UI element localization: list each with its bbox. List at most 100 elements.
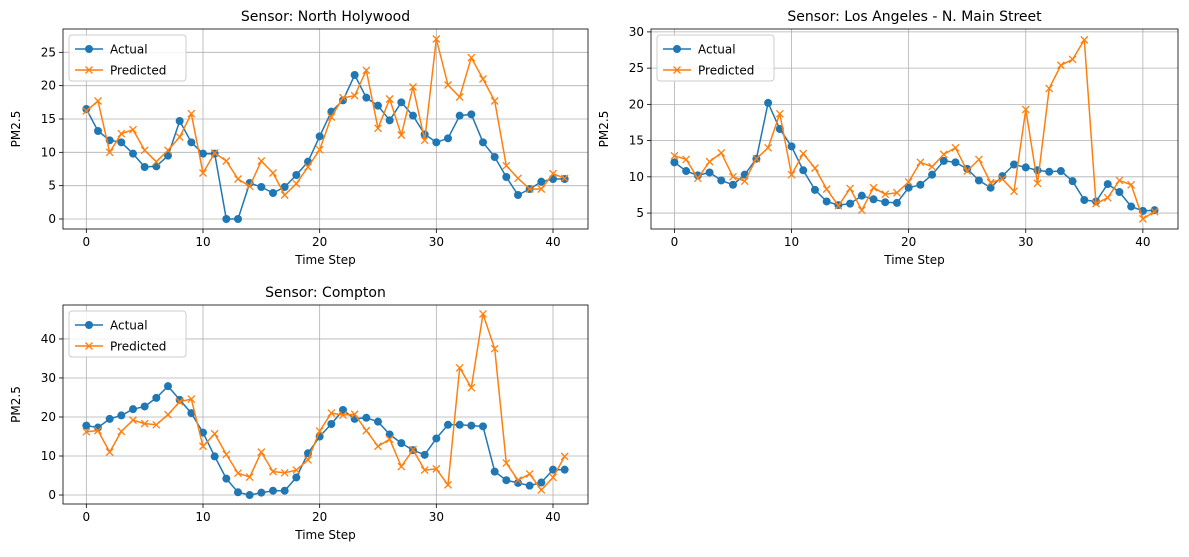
legend-label-actual: Actual (698, 43, 736, 57)
data-point-predicted (374, 124, 382, 133)
data-point-predicted (432, 35, 441, 43)
data-point-predicted (467, 53, 476, 62)
series-line-actual (86, 385, 565, 496)
data-point-actual (444, 420, 452, 429)
data-point-predicted (199, 442, 207, 451)
y-tick-label: 20 (629, 97, 644, 111)
data-point-actual (728, 180, 737, 189)
data-point-predicted (210, 149, 219, 157)
data-point-predicted (455, 363, 464, 372)
data-point-actual (787, 142, 796, 151)
data-point-actual (140, 163, 149, 171)
data-point-actual (292, 473, 301, 482)
data-point-actual (222, 474, 231, 483)
data-point-predicted (409, 83, 417, 91)
x-tick-label: 30 (429, 235, 444, 249)
data-point-actual (1080, 196, 1089, 205)
data-point-actual (82, 105, 91, 113)
data-point-actual (164, 151, 172, 160)
data-point-actual (455, 420, 464, 429)
data-point-predicted (846, 184, 855, 193)
data-point-actual (951, 158, 960, 167)
chart-title: Sensor: Compton (265, 285, 386, 301)
data-point-predicted (397, 131, 406, 139)
data-point-predicted (269, 467, 277, 476)
data-point-actual (998, 172, 1007, 181)
data-point-predicted (1056, 61, 1065, 70)
data-point-actual (327, 420, 336, 429)
data-point-predicted (549, 169, 557, 178)
data-point-predicted (787, 170, 796, 179)
data-point-predicted (490, 344, 499, 353)
data-point-actual (140, 402, 149, 411)
data-point-actual (397, 439, 406, 448)
data-point-actual (397, 98, 406, 107)
x-tick-label: 40 (1135, 235, 1150, 249)
data-point-predicted (998, 175, 1007, 183)
data-point-actual (514, 478, 522, 487)
chart-panel-3: 0 10 20 30 40 0 10 20 30 40 Sensor: Compton Time St… (9, 285, 589, 542)
data-point-actual (432, 138, 441, 147)
data-point-predicted (537, 485, 546, 494)
data-point-actual (339, 405, 347, 414)
data-point-actual (928, 170, 937, 179)
data-point-actual (892, 198, 901, 207)
data-point-predicted (928, 162, 937, 171)
data-point-actual (479, 422, 487, 431)
data-point-predicted (1150, 207, 1159, 216)
data-point-actual (362, 413, 371, 422)
data-point-actual (1103, 180, 1112, 189)
y-tick-label: 10 (629, 170, 644, 184)
data-point-actual (152, 393, 161, 402)
data-point-predicted (1021, 105, 1030, 114)
data-point-predicted (94, 426, 102, 435)
data-point-actual (869, 195, 878, 204)
data-point-actual (129, 149, 137, 158)
data-point-actual (525, 481, 534, 490)
legend: Actual Predicted (68, 34, 187, 82)
data-point-predicted (385, 95, 394, 103)
data-point-predicted (1033, 179, 1042, 188)
y-tick-label: 40 (41, 332, 56, 346)
data-point-actual (479, 138, 487, 147)
data-point-predicted (292, 179, 301, 188)
data-point-actual (105, 414, 114, 423)
data-point-actual (490, 153, 499, 161)
data-point-predicted (339, 411, 347, 419)
data-point-predicted (175, 397, 184, 406)
x-tick-label: 30 (429, 510, 444, 524)
data-point-predicted (409, 445, 417, 454)
legend-label-actual: Actual (110, 43, 148, 57)
data-point-predicted (939, 150, 948, 159)
data-point-predicted (245, 473, 254, 482)
x-axis-label: Time Step (294, 253, 356, 267)
data-point-predicted (315, 145, 324, 154)
axes-frame (62, 28, 589, 230)
data-point-predicted (362, 426, 371, 435)
data-point-predicted (432, 464, 441, 473)
data-point-actual (257, 183, 266, 191)
data-point-predicted (385, 435, 394, 444)
data-point-predicted (257, 157, 266, 165)
data-point-predicted (339, 93, 347, 102)
data-point-predicted (775, 109, 784, 118)
data-point-predicted (752, 154, 761, 163)
data-point-actual (1127, 202, 1136, 211)
data-point-actual (560, 465, 569, 474)
data-point-predicted (234, 175, 242, 183)
data-point-actual (549, 465, 557, 474)
data-point-predicted (717, 148, 726, 157)
data-point-actual (129, 405, 137, 414)
data-point-predicted (834, 201, 843, 210)
legend-marker-predicted (673, 66, 681, 74)
y-axis-label: PM2.5 (9, 111, 23, 148)
data-point-predicted (327, 113, 336, 121)
data-point-predicted (479, 75, 487, 83)
data-point-predicted (94, 97, 102, 105)
data-point-predicted (362, 66, 371, 75)
data-point-predicted (140, 146, 149, 155)
data-point-predicted (822, 185, 831, 194)
data-point-predicted (479, 310, 487, 318)
x-axis-label: Time Step (294, 528, 356, 542)
data-point-predicted (129, 416, 137, 425)
